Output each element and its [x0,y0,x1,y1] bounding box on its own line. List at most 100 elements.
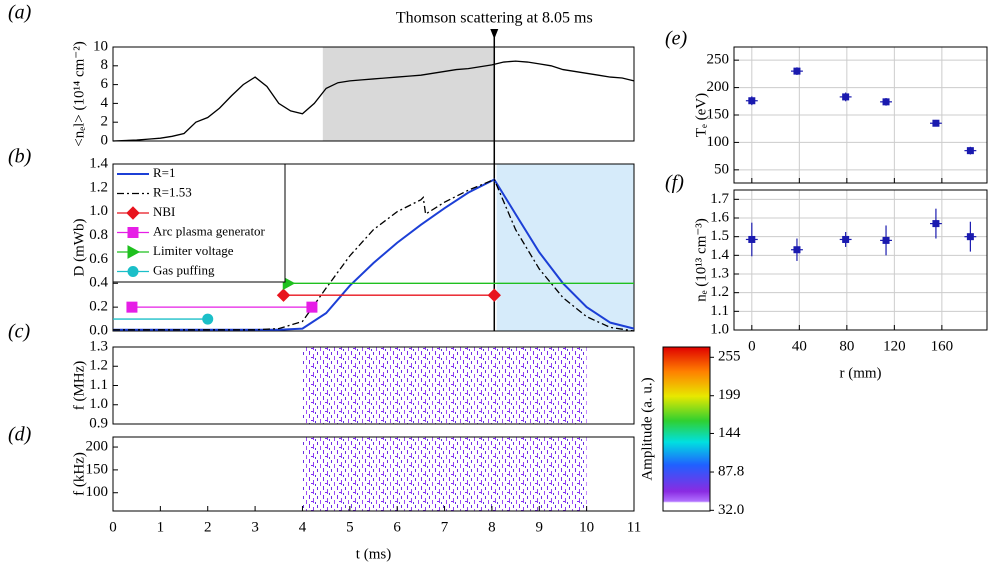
y-tick-label: 200 [707,79,730,95]
axes-frame [112,46,635,142]
y-axis-label: Amplitude (a. u.) [639,377,655,480]
x-axis-label: t (ms) [356,546,391,562]
y-axis-label: Tₑ (eV) [693,93,709,137]
x-tick-label: 10 [579,519,594,535]
point [932,220,940,228]
y-tick-label: 50 [714,161,729,177]
panel-label: (f) [665,172,684,194]
x-tick-label: 5 [346,519,354,535]
panel-label: (e) [665,28,688,50]
marker [127,266,139,277]
marker [127,245,141,259]
y-tick-label: 100 [86,484,109,500]
legend-label: Limiter voltage [153,243,234,258]
y-tick-label: 1.4 [89,155,108,171]
point [966,233,974,241]
colorbar [663,347,710,511]
y-tick-label: 255 [718,349,741,365]
x-tick-label: 2 [204,519,212,535]
x-tick-label: 9 [536,519,544,535]
y-tick-label: 0.6 [89,251,108,267]
y-tick-label: 1.2 [89,179,108,195]
shaded-region [322,47,495,141]
axes-frame [733,189,988,331]
y-tick-label: 1.0 [89,396,108,412]
panel-label: (d) [8,424,32,446]
y-axis-label: f (MHz) [71,361,87,411]
y-tick-label: 1.7 [710,191,729,207]
marker [126,301,138,313]
y-tick-label: 2 [101,114,109,130]
legend-label: NBI [153,204,175,219]
y-tick-label: 1.3 [89,338,108,354]
y-tick-label: 1.5 [710,228,729,244]
point [748,235,756,243]
y-tick-label: 1.4 [710,247,729,263]
x-tick-label: 120 [883,338,906,354]
marker [282,276,296,291]
point [882,236,890,244]
y-axis-label: nₑ (10¹³ cm⁻³) [693,218,709,302]
x-tick-label: 8 [488,519,496,535]
y-axis-label: <nₑl> (10¹⁴ cm⁻²) [71,41,87,146]
x-tick-label: 160 [931,338,954,354]
y-tick-label: 250 [707,52,730,68]
axes-frame [662,346,711,512]
x-tick-label: 1 [157,519,165,535]
y-tick-label: 6 [101,76,109,92]
point [793,246,801,254]
legend-label: R=1 [153,165,176,180]
y-tick-label: 8 [101,57,109,73]
y-tick-label: 1.2 [710,284,729,300]
axes-frame [112,436,635,512]
marker [127,227,139,238]
axes-frame [733,46,988,184]
x-tick-label: 6 [393,519,401,535]
y-tick-label: 100 [707,134,730,150]
point [793,67,801,75]
point [932,119,940,127]
panel-label: (c) [8,321,31,343]
y-tick-label: 200 [86,438,109,454]
x-tick-label: 40 [792,338,807,354]
panel-label: (a) [8,2,32,24]
marker [126,206,140,220]
annotation-arrow [490,29,499,39]
y-tick-label: 1.1 [89,377,108,393]
x-tick-label: 80 [839,338,854,354]
y-tick-label: 4 [101,95,109,111]
x-tick-label: 7 [441,519,449,535]
y-axis-label: f (kHz) [71,452,87,496]
x-tick-label: 11 [627,519,641,535]
y-tick-label: 87.8 [718,463,744,479]
y-tick-label: 32.0 [718,502,744,518]
y-axis-label: D (mWb) [71,219,87,277]
y-tick-label: 150 [707,106,730,122]
axes-frame [112,346,635,425]
spectrogram [302,437,587,511]
shaded-region [496,164,634,331]
panel-label: (b) [8,146,32,168]
y-tick-label: 0.0 [89,322,108,338]
y-tick-label: 10 [93,38,108,54]
y-tick-label: 1.0 [710,321,729,337]
series-line [113,178,635,332]
series-line [112,60,635,142]
y-tick-label: 150 [86,461,109,477]
y-tick-label: 0 [101,132,109,148]
legend-label: Gas puffing [153,262,215,277]
y-tick-label: 1.3 [710,265,729,281]
y-tick-label: 199 [718,387,741,403]
y-tick-label: 0.2 [89,299,108,315]
annotation-text: Thomson scattering at 8.05 ms [396,10,593,27]
legend-label: R=1.53 [153,184,192,199]
point [842,93,850,101]
y-tick-label: 144 [718,425,741,441]
marker [276,288,291,302]
point [842,235,850,243]
y-tick-label: 1.1 [710,303,729,319]
legend-label: Arc plasma generator [153,223,266,238]
x-tick-label: 3 [251,519,259,535]
y-tick-label: 1.6 [710,209,729,225]
